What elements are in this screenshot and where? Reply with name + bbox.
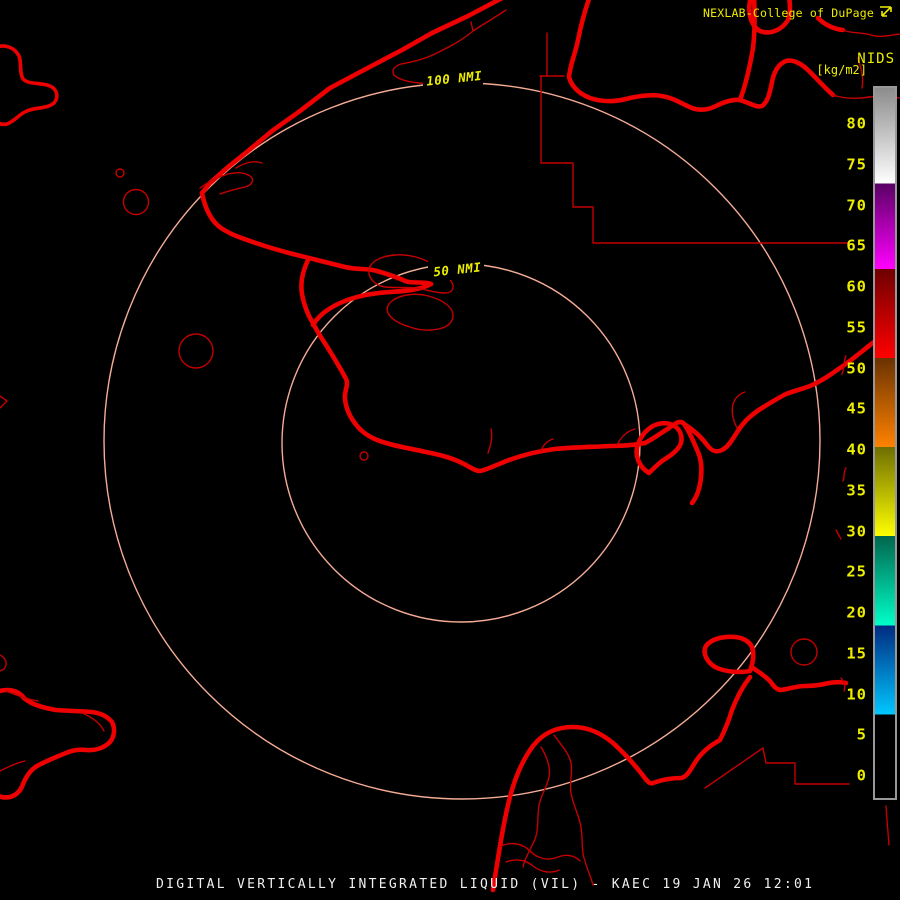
range-ring-50nmi — [281, 263, 641, 623]
coastline-northeast — [681, 339, 877, 454]
header: NEXLAB-College of DuPage — [703, 5, 893, 20]
marsh-outline-west — [199, 161, 263, 195]
colorbar-units: [kg/m2] — [816, 63, 867, 77]
shore-top-far-right — [815, 15, 846, 33]
bay-lake-loop — [702, 634, 756, 675]
range-ring-labels: 100 NMI 50 NMI — [423, 64, 484, 280]
coastline-lagoon-return — [310, 281, 434, 328]
colorbar-tick-label: 40 — [846, 440, 867, 459]
colorbar-tick-label: 15 — [846, 644, 867, 663]
estuaries-south-coast — [487, 428, 636, 454]
colorbar-tick-label: 70 — [846, 196, 867, 215]
small-lake-e — [790, 638, 818, 666]
dupage-logo-icon — [880, 6, 892, 17]
estuary-inlet — [642, 419, 704, 506]
colorbar-gradient — [875, 88, 895, 798]
range-ring-label-50nmi: 50 NMI — [433, 259, 482, 279]
small-island-c — [178, 333, 214, 369]
inlet-top-edge — [747, 0, 793, 35]
colorbar-tick-label: 50 — [846, 359, 867, 378]
product-caption: DIGITAL VERTICALLY INTEGRATED LIQUID (VI… — [156, 877, 815, 892]
state-border-top-right — [539, 32, 850, 244]
colorbar-title: NIDS — [857, 51, 895, 67]
estuary-loop — [634, 420, 684, 476]
river-bay-b — [522, 746, 551, 868]
delta-channels — [499, 842, 581, 873]
coastline-northwest — [199, 0, 504, 196]
small-island-d — [359, 451, 369, 461]
lake-outline-center — [386, 293, 454, 331]
colorbar-tick-label: 25 — [846, 563, 867, 582]
colorbar-tick-label: 65 — [846, 237, 867, 256]
colorbar-tick-label: 5 — [856, 726, 867, 745]
range-ring-100nmi — [103, 82, 821, 800]
label-backplate — [428, 255, 484, 280]
island-top-left — [0, 44, 59, 127]
colorbar-tick-label: 30 — [846, 522, 867, 541]
coastline-top-right — [566, 0, 836, 113]
colorbar-tick-label: 0 — [856, 766, 867, 785]
range-ring-label-100nmi: 100 NMI — [426, 68, 483, 89]
river-top-right-a — [842, 29, 900, 37]
coastline-peninsula-north — [199, 190, 434, 287]
shore-southeast — [750, 665, 849, 693]
river-branch-top — [737, 0, 757, 103]
shoal-lines-northwest — [392, 9, 507, 87]
colorbar-tick-label: 10 — [846, 685, 867, 704]
colorbar-tick-label: 75 — [846, 155, 867, 174]
small-island-a — [115, 168, 125, 178]
colorbar-tick-label: 55 — [846, 318, 867, 337]
colorbar-tick-label: 60 — [846, 277, 867, 296]
lagoon-outline — [368, 254, 454, 294]
island-southwest — [0, 687, 117, 800]
bay-dome-south — [490, 674, 753, 893]
inlet-thin-northeast — [731, 391, 746, 429]
colorbar-tick-label: 45 — [846, 400, 867, 419]
coastline-south-shore — [299, 255, 648, 474]
label-backplate — [423, 64, 483, 89]
colorbar-tick-label: 20 — [846, 603, 867, 622]
colorbar-tick-label: 35 — [846, 481, 867, 500]
river-bay-a — [553, 734, 594, 886]
site-title: NEXLAB-College of DuPage — [703, 5, 874, 20]
range-rings — [103, 82, 821, 800]
colorbar-tick-label: 80 — [846, 114, 867, 133]
edge-fragments — [0, 355, 890, 846]
island-inner-details — [0, 690, 105, 772]
small-island-b — [122, 188, 150, 216]
border-bottom-right — [704, 747, 850, 789]
colorbar — [873, 86, 897, 800]
